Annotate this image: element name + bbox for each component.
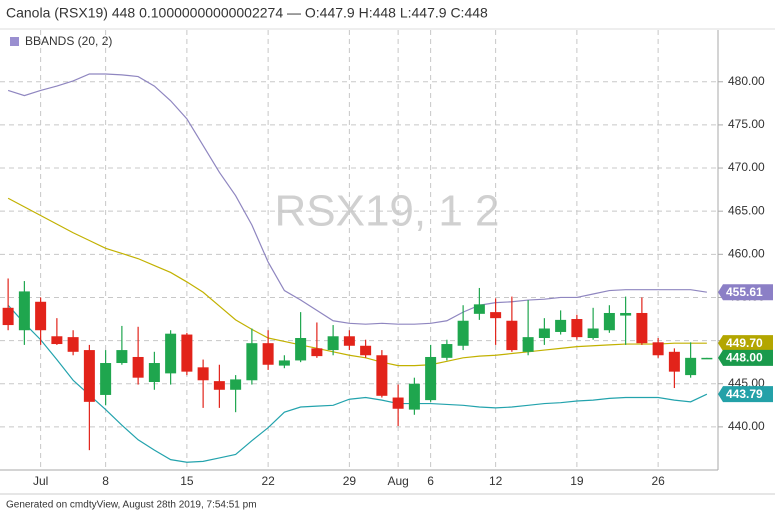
- candle-body: [262, 343, 274, 365]
- candle-body: [230, 379, 242, 390]
- x-tick-label: 12: [489, 474, 503, 488]
- candle-body: [490, 312, 502, 319]
- candle-body: [83, 350, 95, 402]
- candle-body: [652, 342, 664, 356]
- candle-body: [67, 337, 79, 352]
- candle-body: [278, 360, 290, 366]
- candle-body: [343, 336, 355, 346]
- price-tag: [718, 386, 773, 403]
- candle-body: [506, 320, 518, 351]
- price-tag-label: 443.79: [726, 387, 763, 401]
- x-tick-label: Jul: [33, 474, 48, 488]
- candle-body: [100, 363, 112, 395]
- footer: Generated on cmdtyView, August 28th 2019…: [6, 500, 257, 511]
- price-tag-label: 449.70: [726, 336, 763, 350]
- candle-body: [668, 351, 680, 372]
- legend-label: BBANDS (20, 2): [25, 34, 112, 48]
- x-tick-label: 19: [570, 474, 584, 488]
- candle-body: [197, 367, 209, 381]
- candle-body: [620, 312, 632, 316]
- candle-body: [538, 328, 550, 338]
- x-tick-label: 8: [102, 474, 109, 488]
- candle-body: [165, 333, 177, 374]
- legend-swatch: [10, 37, 19, 46]
- candle-body: [116, 350, 128, 364]
- y-tick-label: 480.00: [728, 74, 765, 88]
- candle-body: [360, 345, 372, 356]
- y-tick-label: 460.00: [728, 246, 765, 260]
- candle-body: [181, 334, 193, 372]
- candle-body: [587, 328, 599, 338]
- candle-body: [425, 356, 437, 401]
- x-tick-label: 26: [651, 474, 665, 488]
- candle-body: [473, 304, 485, 314]
- candle-body: [571, 319, 583, 338]
- y-tick-label: 440.00: [728, 419, 765, 433]
- candle-body: [376, 355, 388, 396]
- y-tick-label: 465.00: [728, 203, 765, 217]
- price-tag: [718, 335, 773, 352]
- candle-body: [18, 291, 30, 331]
- band-lower: [7, 304, 708, 463]
- band-upper: [7, 73, 707, 325]
- x-tick-label: 15: [180, 474, 194, 488]
- candle-body: [35, 301, 47, 331]
- candle-body: [246, 343, 258, 381]
- price-tag: [718, 349, 773, 366]
- candle-body: [457, 320, 469, 346]
- indicator: [7, 73, 708, 463]
- candle-body: [636, 312, 648, 344]
- candle-body: [555, 319, 567, 332]
- candle-body: [441, 344, 453, 358]
- candle-body: [392, 397, 404, 409]
- candle-body: [522, 337, 534, 352]
- candle-body: [685, 357, 697, 376]
- candle-body: [132, 356, 144, 378]
- candle-body: [2, 307, 14, 326]
- price-tag-label: 448.00: [726, 351, 763, 365]
- candle-body: [311, 348, 323, 357]
- x-tick-label: 29: [343, 474, 357, 488]
- candle-body: [213, 381, 225, 390]
- price-tag-label: 455.61: [726, 285, 763, 299]
- candle-body: [327, 336, 339, 351]
- band-middle: [7, 197, 707, 367]
- x-tick-label: 6: [427, 474, 434, 488]
- chart-title: Canola (RSX19) 448 0.10000000000002274 —…: [6, 5, 488, 21]
- candle-body: [295, 338, 307, 361]
- x-tick-label: Aug: [387, 474, 408, 488]
- candle-body: [51, 336, 63, 345]
- candle-body: [701, 357, 713, 360]
- price-tag: [718, 284, 773, 301]
- x-tick-label: 22: [261, 474, 275, 488]
- candle-body: [148, 363, 160, 382]
- y-tick-label: 470.00: [728, 160, 765, 174]
- candle-body: [603, 312, 615, 331]
- y-tick-label: 475.00: [728, 117, 765, 131]
- candle-body: [408, 383, 420, 410]
